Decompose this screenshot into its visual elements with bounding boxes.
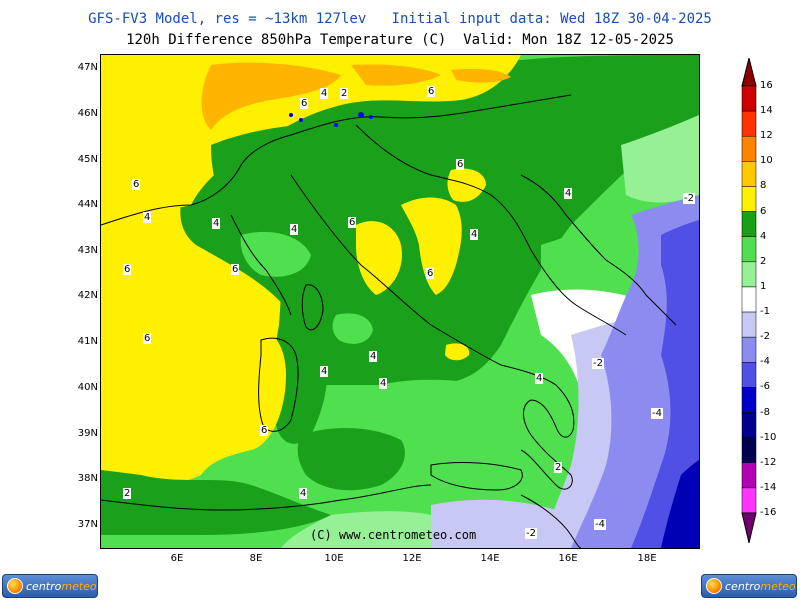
legend-swatch	[741, 236, 757, 263]
legend-label: -14	[760, 481, 777, 493]
globe-icon	[7, 578, 23, 594]
legend-label: -6	[760, 381, 770, 393]
contour-label: 4	[212, 218, 221, 229]
temperature-map	[101, 55, 699, 548]
legend-swatch	[741, 387, 757, 413]
legend-label: 2	[760, 255, 767, 267]
legend-label: -1	[760, 306, 770, 318]
legend-swatch	[741, 261, 757, 288]
legend-swatch	[741, 135, 757, 162]
lat-label: 39N	[77, 428, 98, 439]
contour-label: 6	[348, 217, 357, 228]
map-panel	[100, 54, 700, 549]
lat-label: 42N	[77, 290, 98, 301]
contour-label: -4	[651, 408, 663, 419]
contour-label: 4	[564, 188, 573, 199]
centrometeo-logo-right[interactable]: centrometeo	[701, 574, 797, 598]
legend-swatch	[741, 462, 757, 489]
contour-label: 4	[470, 229, 479, 240]
legend-swatch	[741, 487, 757, 514]
lat-label: 47N	[77, 62, 98, 73]
legend-label: -8	[760, 406, 770, 418]
contour-label: 2	[340, 88, 349, 99]
legend-label: 4	[760, 230, 767, 242]
legend-arrow-bottom	[741, 512, 757, 543]
legend-label: 6	[760, 205, 767, 217]
contour-label: 6	[456, 159, 465, 170]
contour-label: -2	[525, 528, 537, 539]
legend-swatch	[741, 311, 757, 338]
legend-label: -4	[760, 356, 770, 368]
lat-label: 41N	[77, 336, 98, 347]
legend-label: 12	[760, 130, 773, 142]
legend-swatch	[741, 286, 757, 313]
legend-swatch	[741, 186, 757, 212]
lat-label: 43N	[77, 245, 98, 256]
lat-label: 38N	[77, 473, 98, 484]
legend-swatch	[741, 85, 757, 112]
contour-label: 4	[299, 488, 308, 499]
contour-label: 6	[132, 179, 141, 190]
legend-swatch	[741, 437, 757, 464]
contour-label: 4	[143, 212, 152, 223]
lat-label: 45N	[77, 154, 98, 165]
contour-label: -2	[592, 358, 604, 369]
contour-label: 4	[535, 373, 544, 384]
contour-label: 4	[369, 351, 378, 362]
legend-label: 10	[760, 155, 773, 167]
globe-icon	[706, 578, 722, 594]
logo-text-part1: centro	[725, 579, 761, 593]
legend-swatch	[741, 412, 757, 438]
contour-label: -4	[594, 519, 606, 530]
legend-label: 16	[760, 80, 773, 91]
centrometeo-logo-left[interactable]: centrometeo	[2, 574, 98, 598]
contour-label: 2	[123, 488, 132, 499]
color-legend	[741, 58, 757, 543]
logo-text-part2: meteo	[760, 579, 796, 593]
lon-label: 12E	[402, 553, 422, 564]
contour-label: 4	[320, 88, 329, 99]
contour-label: 6	[260, 425, 269, 436]
legend-label: 1	[760, 280, 767, 292]
lon-label: 10E	[324, 553, 344, 564]
contour-label: 4	[379, 378, 388, 389]
legend-label: -2	[760, 331, 770, 343]
copyright-text: (C) www.centrometeo.com	[310, 528, 477, 542]
lon-label: 14E	[480, 553, 500, 564]
legend-swatch	[741, 161, 757, 187]
legend-label: 14	[760, 105, 773, 117]
lon-label: 16E	[558, 553, 578, 564]
lat-label: 44N	[77, 199, 98, 210]
title-model-info: GFS-FV3 Model, res = ~13km 127lev Initia…	[88, 11, 712, 27]
lat-label: 37N	[77, 519, 98, 530]
legend-swatch	[741, 110, 757, 137]
logo-text-part2: meteo	[61, 579, 97, 593]
legend-label: -10	[760, 431, 777, 443]
legend-swatch	[741, 336, 757, 363]
lon-label: 8E	[249, 553, 263, 564]
contour-label: 6	[231, 264, 240, 275]
contour-label: 4	[290, 224, 299, 235]
contour-label: 6	[143, 333, 152, 344]
lon-label: 18E	[637, 553, 657, 564]
contour-label: 6	[123, 264, 132, 275]
lat-label: 40N	[77, 382, 98, 393]
legend-swatch	[741, 362, 757, 388]
legend-label: -16	[760, 507, 777, 518]
lon-label: 6E	[170, 553, 184, 564]
contour-label: 6	[427, 86, 436, 97]
contour-label: -2	[683, 193, 695, 204]
legend-label: -12	[760, 456, 777, 468]
legend-arrow-top	[741, 58, 757, 87]
contour-label: 4	[320, 366, 329, 377]
legend-swatch	[741, 211, 757, 237]
contour-label: 6	[426, 268, 435, 279]
legend-label: 8	[760, 180, 767, 192]
logo-text-part1: centro	[26, 579, 62, 593]
lat-label: 46N	[77, 108, 98, 119]
contour-label: 6	[300, 98, 309, 109]
title-field-info: 120h Difference 850hPa Temperature (C) V…	[126, 32, 674, 48]
contour-label: 2	[554, 462, 563, 473]
